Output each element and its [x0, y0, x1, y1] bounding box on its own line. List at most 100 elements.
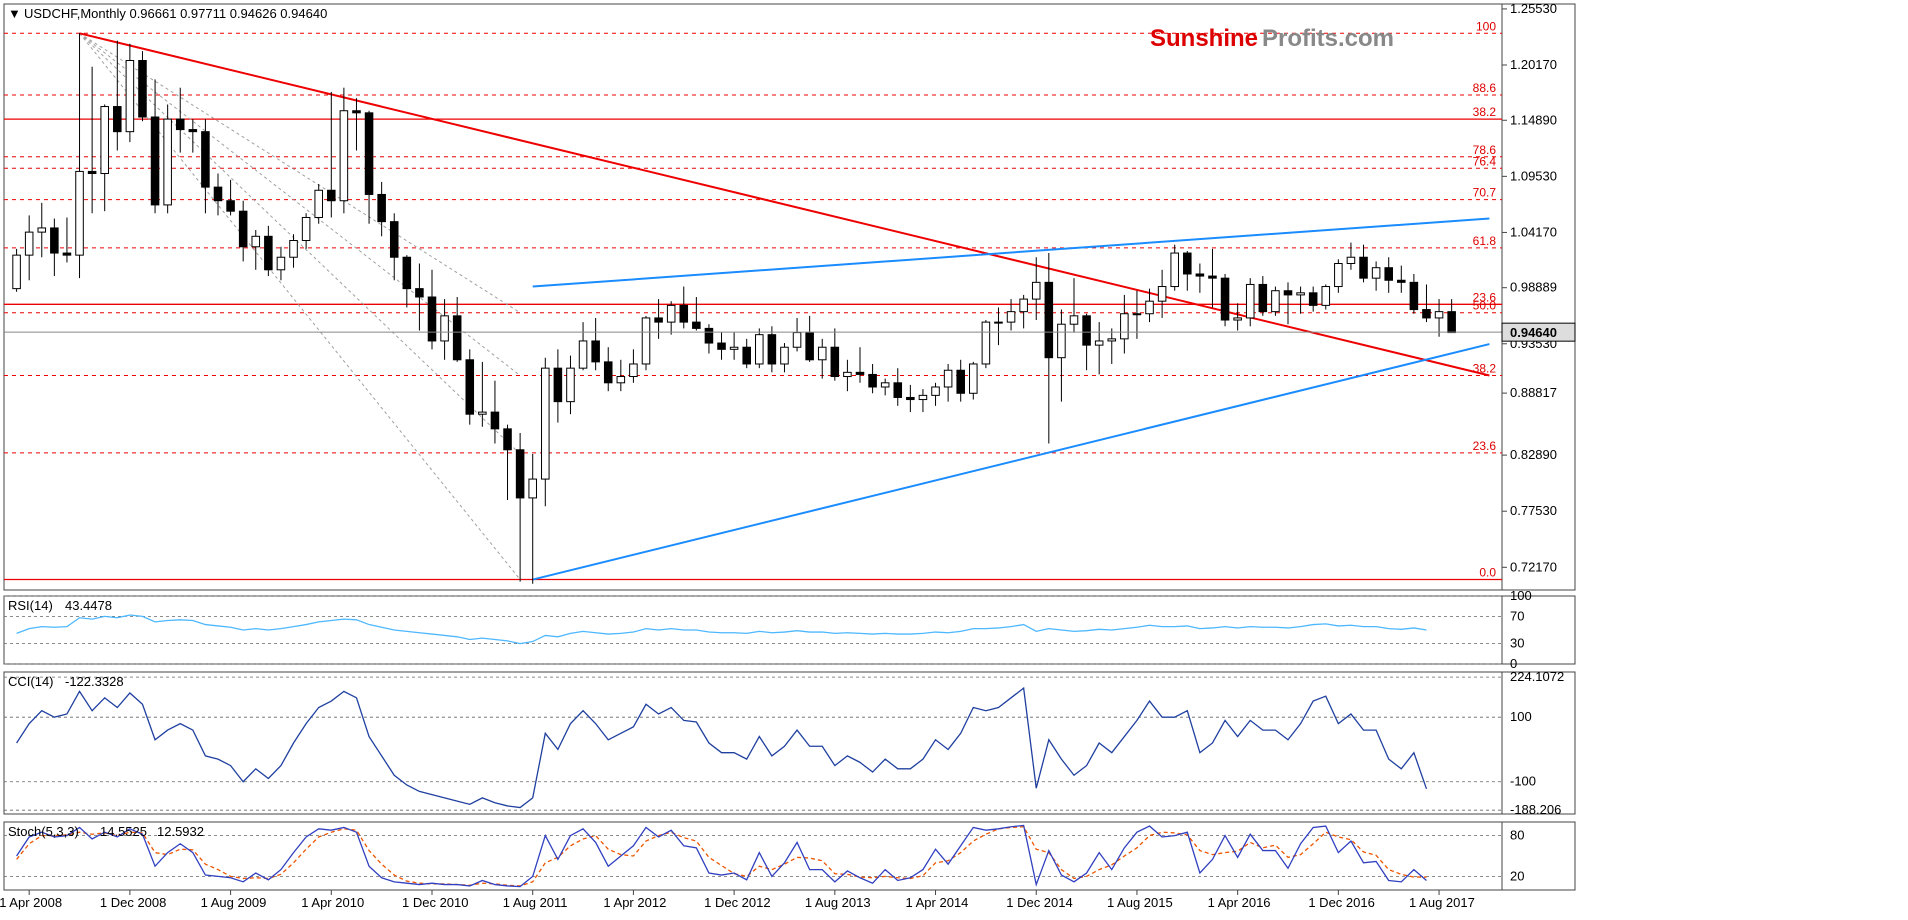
y-tick-label: 1.20170	[1510, 57, 1557, 72]
indicator-level: 30	[1510, 636, 1524, 651]
candle	[1171, 253, 1179, 286]
indicator-label: CCI(14)	[8, 674, 54, 689]
candle	[353, 111, 361, 113]
indicator-level: -188.206	[1510, 802, 1561, 817]
candle	[239, 211, 247, 247]
candle	[1398, 280, 1406, 282]
y-tick-label: 0.98889	[1510, 280, 1557, 295]
candle	[151, 117, 159, 205]
candle	[51, 228, 59, 253]
candle	[579, 341, 587, 368]
candle	[844, 372, 852, 376]
candle	[126, 61, 134, 132]
fib-label: 0.0	[1479, 566, 1496, 580]
indicator-level: 80	[1510, 828, 1524, 843]
indicator-level: 70	[1510, 608, 1524, 623]
candle	[504, 429, 512, 450]
candle	[302, 217, 310, 240]
fib-label: 50.0	[1473, 299, 1497, 313]
candle	[227, 201, 235, 211]
candle	[479, 412, 487, 414]
candle	[265, 236, 273, 269]
candle	[1272, 291, 1280, 312]
candle	[491, 412, 499, 429]
x-tick-label: 1 Aug 2013	[805, 895, 871, 910]
candle	[617, 377, 625, 383]
candle	[441, 316, 449, 341]
indicator-level: 20	[1510, 868, 1524, 883]
candle	[214, 187, 222, 201]
y-tick-label: 0.82890	[1510, 447, 1557, 462]
x-tick-label: 1 Dec 2014	[1006, 895, 1073, 910]
fib-label: 88.6	[1473, 81, 1497, 95]
candle	[793, 333, 801, 348]
fib-label: 61.8	[1473, 234, 1497, 248]
candle	[1385, 268, 1393, 281]
candle	[630, 364, 638, 377]
candle	[642, 318, 650, 364]
candle	[1259, 284, 1267, 311]
candle	[1435, 312, 1443, 318]
candle	[277, 257, 285, 270]
candle	[1121, 314, 1129, 339]
candle	[139, 61, 147, 118]
dropdown-icon[interactable]: ▼	[8, 6, 21, 21]
candle	[189, 130, 197, 132]
x-tick-label: 1 Apr 2010	[301, 895, 364, 910]
candle	[944, 370, 952, 387]
candle	[403, 257, 411, 288]
x-tick-label: 1 Dec 2010	[402, 895, 469, 910]
x-tick-label: 1 Aug 2009	[201, 895, 267, 910]
indicator-label: 12.5932	[157, 824, 204, 839]
candle	[1423, 310, 1431, 318]
candle	[1070, 316, 1078, 324]
indicator-label: RSI(14)	[8, 598, 53, 613]
candle	[743, 347, 751, 364]
candle	[856, 372, 864, 374]
current-price-label: 0.94640	[1510, 325, 1557, 340]
candle	[1322, 287, 1330, 306]
fib-label: 23.6	[1473, 439, 1497, 453]
x-tick-label: 1 Dec 2012	[704, 895, 771, 910]
candle	[1095, 341, 1103, 345]
y-tick-label: 1.04170	[1510, 224, 1557, 239]
candle	[340, 111, 348, 201]
candle	[680, 305, 688, 322]
candle	[869, 374, 877, 387]
candle	[818, 347, 826, 360]
candle	[1309, 293, 1317, 306]
candle	[1234, 318, 1242, 320]
fib-label: 70.7	[1473, 186, 1497, 200]
candle	[529, 479, 537, 498]
y-tick-label: 0.77530	[1510, 503, 1557, 518]
chart-svg[interactable]: 1.255301.201701.148901.095301.041700.988…	[0, 0, 1908, 920]
candle	[516, 450, 524, 498]
candle	[655, 318, 663, 322]
candle	[1146, 301, 1154, 314]
y-tick-label: 1.09530	[1510, 168, 1557, 183]
candle	[428, 297, 436, 341]
candle	[176, 119, 184, 129]
x-tick-label: 1 Dec 2016	[1308, 895, 1375, 910]
candle	[1209, 276, 1217, 278]
candle	[63, 253, 71, 255]
candle	[718, 343, 726, 349]
indicator-label: 14.5525	[100, 824, 147, 839]
candle	[894, 383, 902, 398]
x-tick-label: 1 Apr 2014	[906, 895, 969, 910]
chart-container: 1.255301.201701.148901.095301.041700.988…	[0, 0, 1908, 920]
candle	[542, 368, 550, 479]
y-tick-label: 1.14890	[1510, 112, 1557, 127]
indicator-level: 100	[1510, 588, 1532, 603]
candle	[1196, 274, 1204, 276]
candle	[378, 194, 386, 221]
candle	[1020, 299, 1028, 312]
y-tick-label: 0.88817	[1510, 385, 1557, 400]
candle	[252, 236, 260, 246]
candle	[730, 347, 738, 349]
candle	[567, 368, 575, 401]
candle	[1108, 339, 1116, 341]
candle	[1335, 264, 1343, 287]
fib-label: 76.4	[1473, 154, 1497, 168]
candle	[705, 328, 713, 343]
